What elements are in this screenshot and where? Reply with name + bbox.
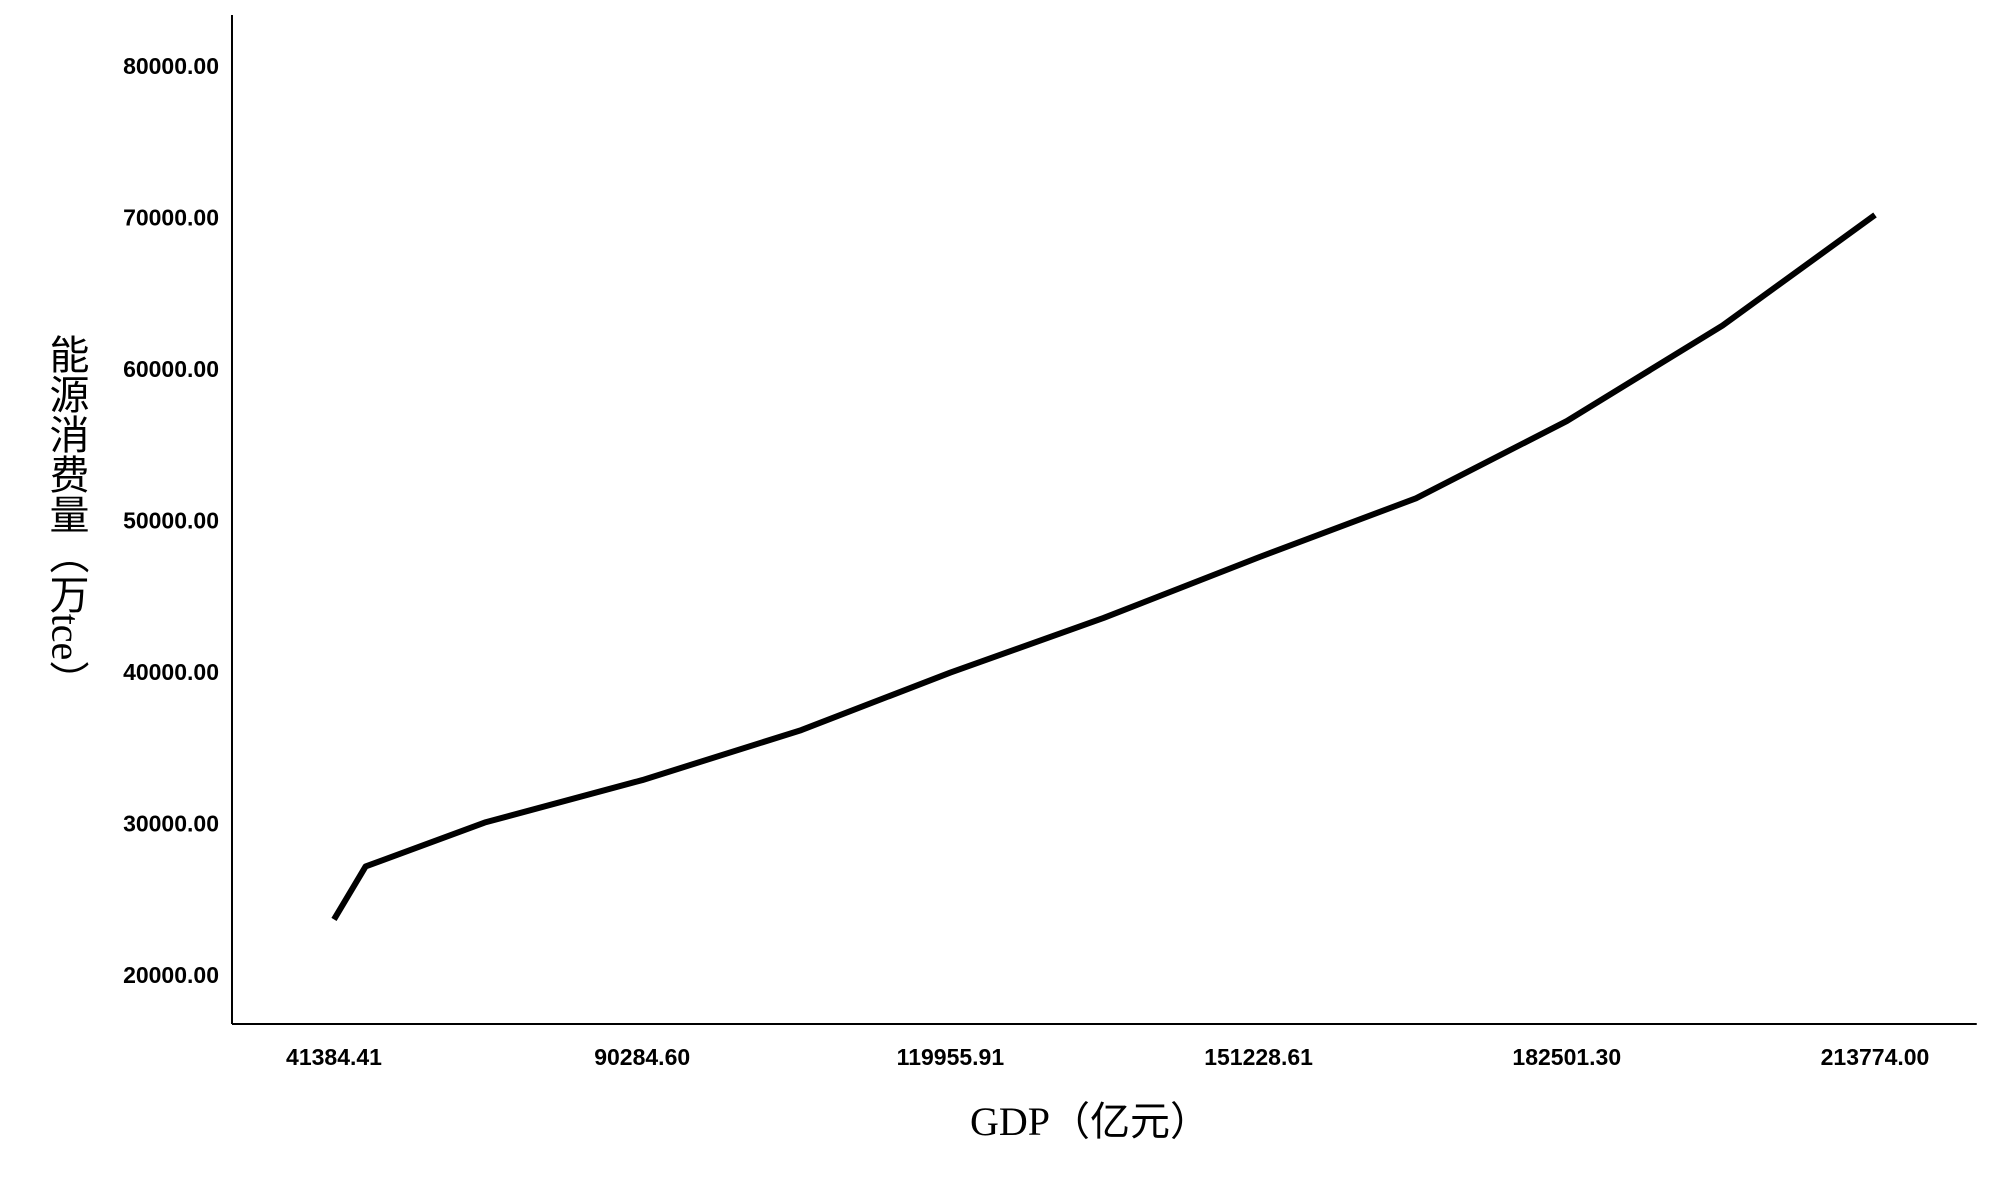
- y-tick-label: 70000.00: [123, 205, 219, 231]
- y-tick-label: 50000.00: [123, 508, 219, 534]
- data-line: [331, 212, 1877, 922]
- x-tick-label: 182501.30: [1512, 1044, 1621, 1070]
- y-tick-label: 20000.00: [123, 962, 219, 988]
- x-tick-label: 119955.91: [897, 1044, 1005, 1070]
- y-axis-title: 能源消费量（万tce）: [44, 334, 90, 701]
- x-tick-label: 41384.41: [286, 1044, 382, 1070]
- y-tick-label: 60000.00: [123, 356, 219, 382]
- y-tick-label: 40000.00: [123, 659, 219, 685]
- x-tick-label: 213774.00: [1821, 1044, 1930, 1070]
- x-tick-label: 151228.61: [1204, 1044, 1313, 1070]
- x-tick-label: 90284.60: [594, 1044, 690, 1070]
- y-tick-label: 30000.00: [123, 811, 219, 837]
- y-tick-label: 80000.00: [123, 53, 219, 79]
- x-axis-title: GDP（亿元）: [970, 1099, 1210, 1144]
